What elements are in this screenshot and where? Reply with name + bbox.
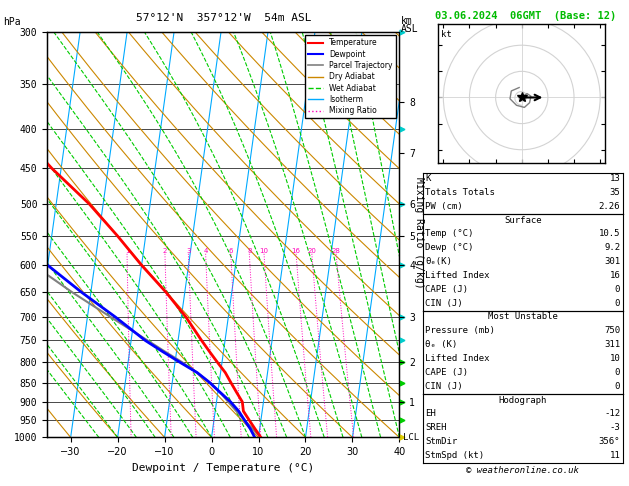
Text: Most Unstable: Most Unstable <box>487 312 558 322</box>
Text: Dewp (°C): Dewp (°C) <box>425 243 474 252</box>
Text: 28: 28 <box>331 248 340 254</box>
Text: 20: 20 <box>308 248 316 254</box>
Text: 6: 6 <box>228 248 233 254</box>
Text: Mixing Ratio (g/kg): Mixing Ratio (g/kg) <box>414 177 424 289</box>
Text: θₑ(K): θₑ(K) <box>425 257 452 266</box>
Text: 8: 8 <box>247 248 252 254</box>
Text: 0: 0 <box>615 382 620 391</box>
Text: θₑ (K): θₑ (K) <box>425 340 457 349</box>
Text: ASL: ASL <box>401 24 419 35</box>
Text: StmSpd (kt): StmSpd (kt) <box>425 451 484 460</box>
Text: -3: -3 <box>610 423 620 433</box>
Text: 03.06.2024  06GMT  (Base: 12): 03.06.2024 06GMT (Base: 12) <box>435 11 616 21</box>
Text: 2: 2 <box>163 248 167 254</box>
Text: 750: 750 <box>604 327 620 335</box>
Text: Hodograph: Hodograph <box>499 396 547 405</box>
Text: 10: 10 <box>610 354 620 363</box>
Text: km: km <box>401 16 413 26</box>
Text: 301: 301 <box>604 257 620 266</box>
Text: CIN (J): CIN (J) <box>425 298 463 308</box>
Text: 11: 11 <box>610 451 620 460</box>
Text: 0: 0 <box>615 298 620 308</box>
Text: 356°: 356° <box>599 437 620 446</box>
Text: 13: 13 <box>610 174 620 183</box>
Text: 16: 16 <box>610 271 620 280</box>
Text: CIN (J): CIN (J) <box>425 382 463 391</box>
Text: -12: -12 <box>604 409 620 418</box>
Text: 35: 35 <box>610 188 620 197</box>
Text: 311: 311 <box>604 340 620 349</box>
Text: 10: 10 <box>260 248 269 254</box>
Text: EH: EH <box>425 409 436 418</box>
Text: PW (cm): PW (cm) <box>425 202 463 211</box>
Text: 57°12'N  357°12'W  54m ASL: 57°12'N 357°12'W 54m ASL <box>135 13 311 23</box>
Text: 1: 1 <box>125 248 130 254</box>
Text: LCL: LCL <box>403 433 419 442</box>
Text: SREH: SREH <box>425 423 447 433</box>
Text: 16: 16 <box>292 248 301 254</box>
Text: kt: kt <box>441 30 452 38</box>
Text: Lifted Index: Lifted Index <box>425 354 490 363</box>
Text: Pressure (mb): Pressure (mb) <box>425 327 495 335</box>
Text: Temp (°C): Temp (°C) <box>425 229 474 239</box>
Text: K: K <box>425 174 431 183</box>
Text: 9.2: 9.2 <box>604 243 620 252</box>
Text: Surface: Surface <box>504 216 542 225</box>
Text: CAPE (J): CAPE (J) <box>425 285 468 294</box>
Text: 10.5: 10.5 <box>599 229 620 239</box>
Legend: Temperature, Dewpoint, Parcel Trajectory, Dry Adiabat, Wet Adiabat, Isotherm, Mi: Temperature, Dewpoint, Parcel Trajectory… <box>304 35 396 118</box>
X-axis label: Dewpoint / Temperature (°C): Dewpoint / Temperature (°C) <box>132 463 314 473</box>
Text: © weatheronline.co.uk: © weatheronline.co.uk <box>465 466 579 475</box>
Text: 4: 4 <box>203 248 208 254</box>
Text: CAPE (J): CAPE (J) <box>425 368 468 377</box>
Text: 3: 3 <box>186 248 191 254</box>
Text: Lifted Index: Lifted Index <box>425 271 490 280</box>
Text: Totals Totals: Totals Totals <box>425 188 495 197</box>
Text: 0: 0 <box>615 368 620 377</box>
Text: 0: 0 <box>615 285 620 294</box>
Text: 2.26: 2.26 <box>599 202 620 211</box>
Text: hPa: hPa <box>3 17 21 27</box>
Text: StmDir: StmDir <box>425 437 457 446</box>
